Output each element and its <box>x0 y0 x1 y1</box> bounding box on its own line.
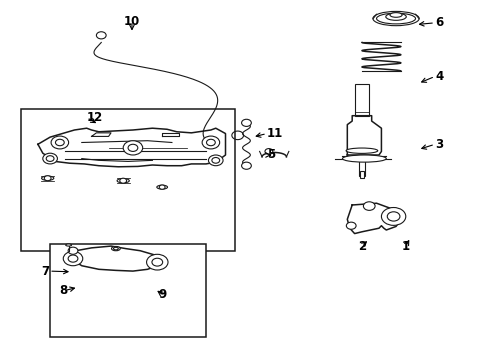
Bar <box>359 155 365 176</box>
Bar <box>355 84 369 116</box>
Bar <box>360 171 364 178</box>
Circle shape <box>346 222 356 229</box>
Ellipse shape <box>117 179 129 183</box>
Ellipse shape <box>112 247 120 251</box>
Text: 4: 4 <box>435 70 443 83</box>
Bar <box>21 109 235 251</box>
Text: 3: 3 <box>435 138 443 151</box>
Circle shape <box>364 202 375 210</box>
Text: 12: 12 <box>87 111 103 124</box>
Text: 2: 2 <box>358 240 366 253</box>
Ellipse shape <box>386 13 406 20</box>
Circle shape <box>159 185 165 189</box>
Circle shape <box>63 251 83 266</box>
Ellipse shape <box>114 247 118 250</box>
Ellipse shape <box>343 155 386 162</box>
Circle shape <box>242 162 251 169</box>
Circle shape <box>212 157 220 163</box>
Text: 9: 9 <box>158 288 166 301</box>
Circle shape <box>68 247 78 254</box>
Circle shape <box>123 141 143 155</box>
Bar <box>50 244 206 337</box>
Circle shape <box>206 139 215 146</box>
Circle shape <box>44 176 51 181</box>
Ellipse shape <box>376 13 416 24</box>
Ellipse shape <box>373 12 419 26</box>
Circle shape <box>128 144 138 152</box>
Text: 1: 1 <box>402 240 410 253</box>
Text: 10: 10 <box>124 14 140 27</box>
Text: 5: 5 <box>267 148 275 162</box>
Circle shape <box>387 212 400 221</box>
Circle shape <box>46 156 54 161</box>
Circle shape <box>55 139 64 146</box>
Circle shape <box>265 149 273 154</box>
Ellipse shape <box>42 176 54 180</box>
Text: 8: 8 <box>60 284 68 297</box>
Text: 6: 6 <box>435 16 443 29</box>
Circle shape <box>147 254 168 270</box>
Circle shape <box>97 32 106 39</box>
Circle shape <box>208 155 223 166</box>
Text: 7: 7 <box>41 265 49 278</box>
Ellipse shape <box>390 13 402 17</box>
Ellipse shape <box>157 185 168 189</box>
Circle shape <box>43 153 57 164</box>
Ellipse shape <box>346 148 378 153</box>
Text: 11: 11 <box>267 127 283 140</box>
Circle shape <box>68 255 78 262</box>
Circle shape <box>120 178 126 183</box>
Circle shape <box>242 119 251 126</box>
Circle shape <box>152 258 163 266</box>
Circle shape <box>202 136 220 149</box>
Circle shape <box>381 207 406 225</box>
Circle shape <box>51 136 69 149</box>
Ellipse shape <box>66 244 72 246</box>
